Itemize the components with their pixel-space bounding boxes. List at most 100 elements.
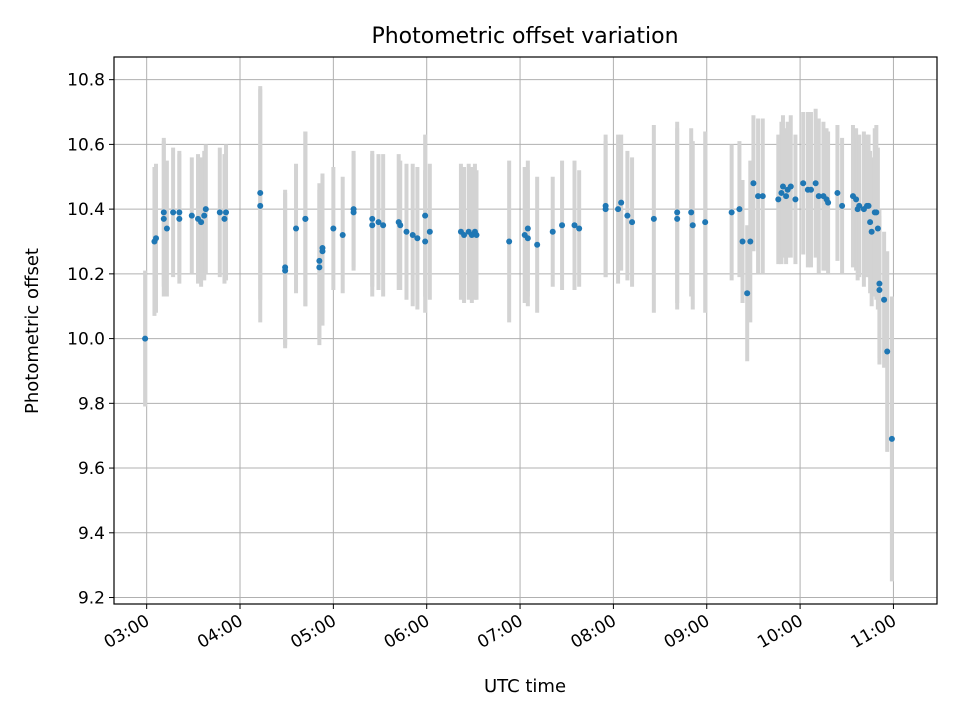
data-point bbox=[624, 212, 631, 219]
y-tick-label: 10.8 bbox=[67, 71, 105, 91]
data-point bbox=[629, 219, 636, 226]
data-point bbox=[736, 206, 743, 213]
data-point bbox=[534, 241, 541, 248]
data-point bbox=[755, 193, 762, 200]
data-point bbox=[867, 219, 874, 226]
data-point bbox=[787, 183, 794, 190]
y-axis-ticks: 9.2 9.4 9.6 9.8 10.0 10.2 10.4 10.6 10.8 bbox=[67, 71, 114, 609]
data-point bbox=[865, 202, 872, 209]
data-point bbox=[461, 232, 468, 239]
data-point bbox=[812, 180, 819, 187]
y-tick-label: 10.6 bbox=[67, 135, 105, 155]
data-point bbox=[888, 435, 895, 442]
data-point bbox=[176, 209, 183, 216]
data-point bbox=[202, 206, 209, 213]
data-point bbox=[257, 202, 264, 209]
y-tick-label: 9.2 bbox=[78, 589, 105, 609]
y-axis-label: Photometric offset bbox=[22, 248, 43, 414]
data-point bbox=[409, 232, 416, 239]
data-point bbox=[674, 215, 681, 222]
data-point bbox=[524, 225, 531, 232]
data-point bbox=[153, 235, 160, 242]
data-point bbox=[747, 238, 754, 245]
data-point bbox=[739, 238, 746, 245]
data-point bbox=[188, 212, 195, 219]
data-point bbox=[506, 238, 513, 245]
data-point bbox=[615, 206, 622, 213]
data-point bbox=[160, 209, 167, 216]
chart-title: Photometric offset variation bbox=[371, 24, 678, 49]
data-point bbox=[160, 215, 167, 222]
y-tick-label: 10.2 bbox=[67, 265, 105, 285]
data-point bbox=[397, 222, 404, 229]
data-point bbox=[792, 196, 799, 203]
data-point bbox=[319, 244, 326, 251]
data-point bbox=[674, 209, 681, 216]
data-point bbox=[825, 199, 832, 206]
x-axis-label: UTC time bbox=[484, 676, 566, 697]
plot-frame bbox=[113, 56, 938, 605]
data-point bbox=[876, 287, 883, 294]
data-point bbox=[702, 219, 709, 226]
data-point bbox=[759, 193, 766, 200]
data-point bbox=[257, 189, 264, 196]
data-point bbox=[414, 235, 421, 242]
data-point bbox=[350, 206, 357, 213]
data-point bbox=[403, 228, 410, 235]
data-point bbox=[618, 199, 625, 206]
data-point bbox=[650, 215, 657, 222]
data-point bbox=[330, 225, 337, 232]
data-point bbox=[576, 225, 583, 232]
data-point bbox=[316, 257, 323, 264]
data-point bbox=[316, 264, 323, 271]
data-point bbox=[839, 202, 846, 209]
data-point bbox=[142, 335, 149, 342]
data-point bbox=[853, 196, 860, 203]
data-point bbox=[876, 280, 883, 287]
data-point bbox=[834, 189, 841, 196]
data-point bbox=[881, 296, 888, 303]
data-point bbox=[221, 215, 228, 222]
y-tick-label: 9.6 bbox=[78, 459, 105, 479]
data-points bbox=[142, 180, 895, 442]
data-point bbox=[369, 215, 376, 222]
data-point bbox=[779, 183, 786, 190]
y-tick-label: 10.4 bbox=[67, 200, 105, 220]
data-point bbox=[282, 267, 289, 274]
data-point bbox=[422, 238, 429, 245]
data-point bbox=[375, 219, 382, 226]
data-point bbox=[884, 348, 891, 355]
data-point bbox=[775, 196, 782, 203]
data-point bbox=[874, 225, 881, 232]
data-point bbox=[868, 228, 875, 235]
data-point bbox=[426, 228, 433, 235]
y-tick-label: 10.0 bbox=[67, 330, 105, 350]
data-point bbox=[728, 209, 735, 216]
data-point bbox=[549, 228, 556, 235]
data-point bbox=[807, 186, 814, 193]
data-point bbox=[380, 222, 387, 229]
y-tick-label: 9.4 bbox=[78, 524, 105, 544]
data-point bbox=[302, 215, 309, 222]
data-point bbox=[473, 232, 480, 239]
data-point bbox=[170, 209, 177, 216]
data-point bbox=[856, 202, 863, 209]
data-point bbox=[750, 180, 757, 187]
data-point bbox=[176, 215, 183, 222]
data-point bbox=[524, 235, 531, 242]
data-point bbox=[223, 209, 230, 216]
data-point bbox=[198, 219, 205, 226]
y-tick-label: 9.8 bbox=[78, 394, 105, 414]
data-point bbox=[559, 222, 566, 229]
data-point bbox=[339, 232, 346, 239]
data-point bbox=[688, 209, 695, 216]
data-point bbox=[873, 209, 880, 216]
data-point bbox=[216, 209, 223, 216]
data-point bbox=[369, 222, 376, 229]
data-point bbox=[744, 290, 751, 297]
data-point bbox=[571, 222, 578, 229]
data-point bbox=[163, 225, 170, 232]
data-point bbox=[783, 193, 790, 200]
data-point bbox=[778, 189, 785, 196]
